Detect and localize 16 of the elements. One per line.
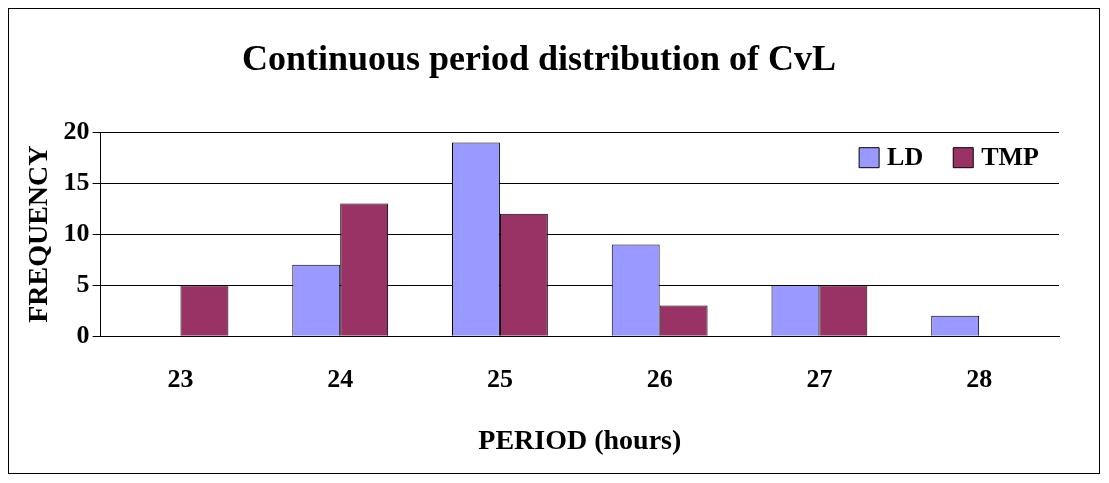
y-tick-label: 15	[63, 166, 90, 196]
y-tick-label: 5	[76, 268, 90, 298]
x-tick-label: 24	[327, 363, 354, 393]
y-tick-label: 10	[63, 217, 90, 247]
x-tick-label: 26	[646, 363, 673, 393]
y-tick-label: 0	[76, 319, 90, 349]
x-axis-title: PERIOD (hours)	[478, 424, 682, 456]
legend-label: LD	[887, 142, 924, 172]
y-axis-title: FREQUENCY	[22, 145, 54, 323]
x-tick-label: 23	[167, 363, 194, 393]
y-tick-label: 20	[63, 115, 90, 145]
x-tick-label: 28	[966, 363, 993, 393]
legend-label: TMP	[981, 142, 1040, 172]
x-tick-label: 27	[806, 363, 833, 393]
chart-title: Continuous period distribution of CvL	[241, 37, 837, 78]
x-tick-label: 25	[486, 363, 513, 393]
